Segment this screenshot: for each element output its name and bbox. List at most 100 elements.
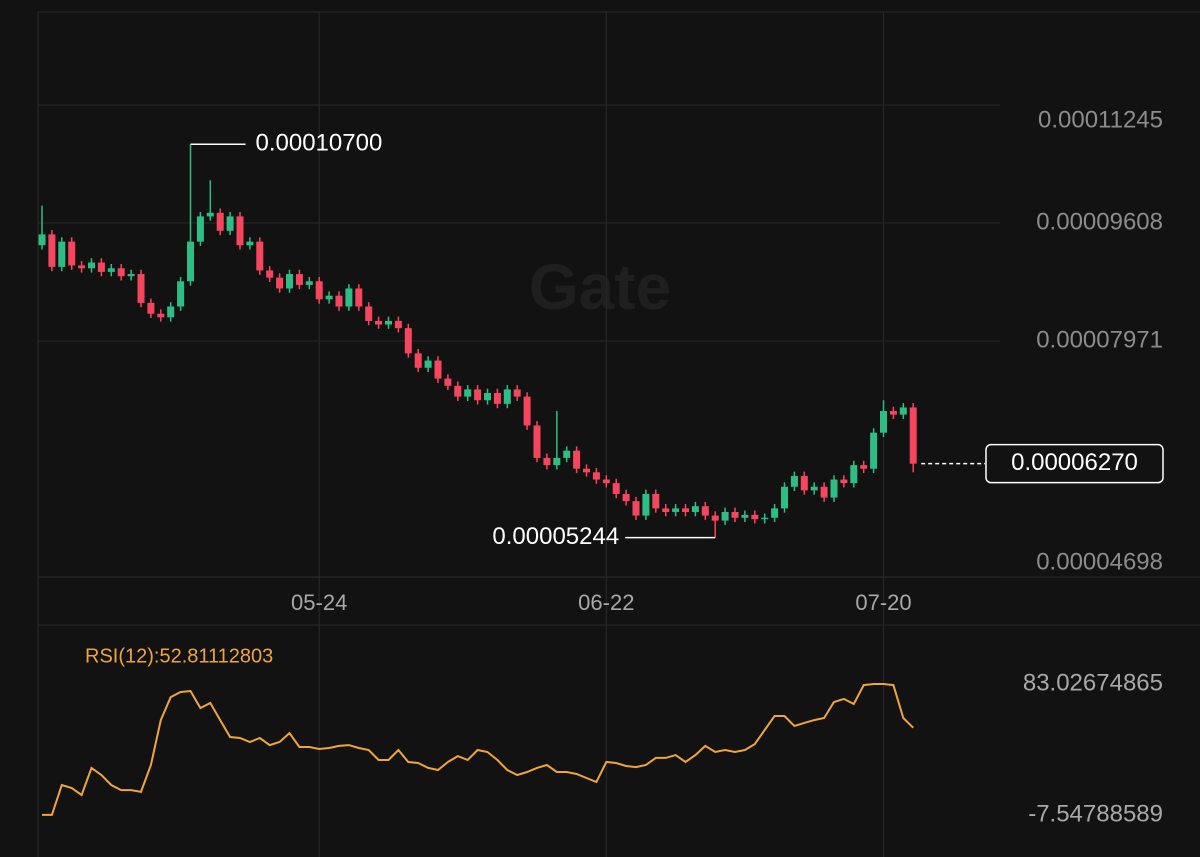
candle-body <box>58 241 66 267</box>
candle-body <box>78 265 86 269</box>
candle-body <box>315 281 323 300</box>
candle-body <box>345 288 353 307</box>
candle-body <box>385 320 392 325</box>
candle-body <box>474 389 482 401</box>
candle-body <box>553 457 561 466</box>
candle-body <box>414 353 422 368</box>
candle-body <box>137 274 145 303</box>
candle-body <box>810 486 818 491</box>
candle-body <box>196 216 204 242</box>
y-tick-label: -7.54788589 <box>1028 800 1163 827</box>
last-price-box <box>985 443 1164 484</box>
candle-body <box>761 517 769 520</box>
candle-body <box>48 234 56 267</box>
candle-body <box>147 302 155 314</box>
candle-body <box>741 514 749 518</box>
candle-body <box>592 472 600 480</box>
candle-body <box>434 360 442 379</box>
candle-body <box>563 450 571 458</box>
candle-body <box>602 479 610 484</box>
candle-body <box>523 396 531 426</box>
last-price-label: 0.00006270 <box>1011 449 1138 476</box>
y-tick-label: 83.02674865 <box>1023 669 1163 696</box>
candle-body <box>701 506 709 516</box>
candle-body <box>484 393 491 401</box>
candle-body <box>830 479 838 498</box>
candle-body <box>870 432 878 469</box>
candle-body <box>404 328 412 354</box>
candle-body <box>68 241 76 266</box>
candle-body <box>880 411 887 433</box>
candle-body <box>88 262 95 269</box>
candle-body <box>860 465 868 469</box>
candle-body <box>305 281 313 285</box>
candle-body <box>691 506 699 512</box>
candle-body <box>642 493 650 516</box>
candle-body <box>276 277 284 289</box>
x-tick-label: 07-20 <box>855 590 911 615</box>
candle-body <box>909 407 917 464</box>
candle-body <box>840 479 848 484</box>
candle-body <box>662 508 670 512</box>
candle-body <box>790 475 798 487</box>
candle-body <box>107 268 115 272</box>
candle-body <box>731 511 739 518</box>
candle-body <box>721 511 729 521</box>
candle-body <box>771 508 779 518</box>
candle-body <box>127 274 135 277</box>
candle-body <box>325 295 333 300</box>
candle-body <box>187 241 194 282</box>
candle-body <box>117 268 125 277</box>
candle-body <box>286 274 293 289</box>
candle-body <box>543 457 551 466</box>
candle-body <box>533 425 541 458</box>
candle-body <box>216 212 224 231</box>
y-tick-label: 0.00011245 <box>1038 106 1163 133</box>
candle-body <box>394 320 402 329</box>
candle-body <box>335 295 343 307</box>
candle-body <box>503 389 511 404</box>
rsi-line <box>42 683 914 816</box>
candle-body <box>583 468 590 473</box>
candle-body <box>850 465 858 484</box>
candle-body <box>424 360 432 368</box>
candle-body <box>355 288 363 307</box>
candle-body <box>365 306 373 321</box>
candle-body <box>464 389 472 397</box>
candle-body <box>167 306 175 318</box>
candle-body <box>820 486 828 498</box>
candle-body <box>177 281 185 307</box>
candle-body <box>899 407 907 415</box>
candle-body <box>751 514 759 520</box>
candle-body <box>454 385 462 397</box>
y-tick-label: 0.00007971 <box>1036 326 1163 353</box>
x-tick-label: 06-22 <box>578 590 634 615</box>
candle-body <box>295 274 303 285</box>
candle-body <box>206 212 214 217</box>
annotation-label: 0.00005244 <box>492 523 619 550</box>
candle-body <box>157 313 165 318</box>
candle-body <box>97 262 105 272</box>
candle-body <box>266 270 274 278</box>
candle-body <box>889 411 897 415</box>
candle-body <box>236 216 244 246</box>
candle-body <box>672 508 680 512</box>
candle-body <box>622 493 630 502</box>
candle-body <box>800 475 808 491</box>
rsi-title: RSI(12):52.81112803 <box>85 645 273 667</box>
candle-body <box>256 241 264 271</box>
annotation-label: 0.00010700 <box>256 130 383 157</box>
candle-body <box>246 241 254 246</box>
y-tick-label: 0.00009608 <box>1036 208 1163 235</box>
candle-body <box>711 515 719 521</box>
candle-body <box>226 216 234 231</box>
y-tick-label: 0.00004698 <box>1036 548 1163 575</box>
candle-body <box>652 493 660 509</box>
candle-body <box>38 234 46 246</box>
candle-body <box>632 501 640 516</box>
watermark: Gate <box>529 251 671 323</box>
x-tick-label: 05-24 <box>291 590 347 615</box>
candle-body <box>682 508 689 512</box>
candle-body <box>573 450 581 469</box>
